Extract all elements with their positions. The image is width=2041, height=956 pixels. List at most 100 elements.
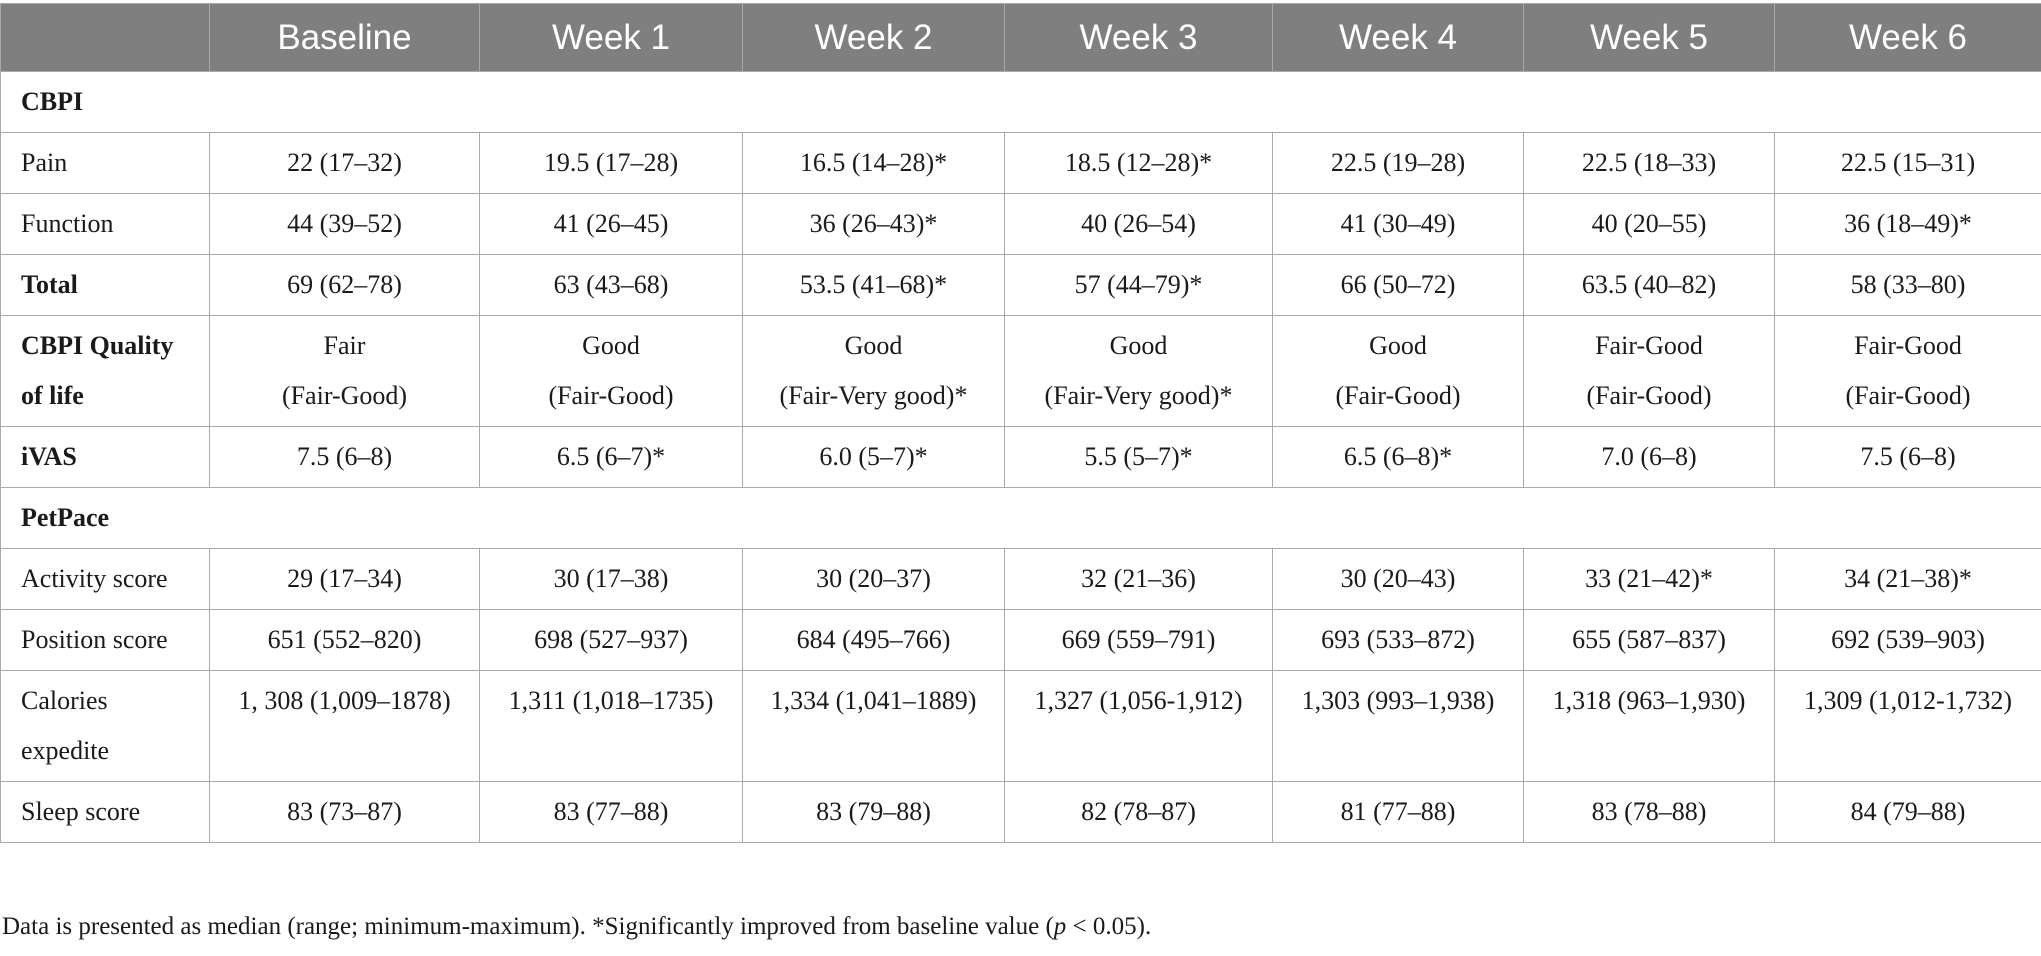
- table-cell: 36 (18–49)*: [1774, 193, 2041, 255]
- table-cell: 82 (78–87): [1004, 781, 1273, 843]
- row-label: Calories expedite: [0, 670, 210, 782]
- table-row: Total 69 (62–78) 63 (43–68) 53.5 (41–68)* 57…: [0, 254, 2041, 316]
- table-cell: Good (Fair-Good): [1272, 315, 1524, 427]
- table-cell-line: 1,318 (963–1,930): [1552, 686, 1746, 715]
- row-label: CBPI Quality of life: [0, 315, 210, 427]
- table-cell: 29 (17–34): [209, 548, 480, 610]
- row-label: Total: [0, 254, 210, 316]
- table-row: CBPI Quality of life Fair (Fair-Good) Good (F…: [0, 315, 2041, 427]
- table-cell-line: (Fair-Very good)*: [1044, 381, 1233, 410]
- table-cell: 40 (20–55): [1523, 193, 1775, 255]
- table-cell: 58 (33–80): [1774, 254, 2041, 316]
- table-cell: 33 (21–42)*: [1523, 548, 1775, 610]
- row-label-line: CBPI Quality: [21, 331, 174, 360]
- column-header: Week 5: [1523, 3, 1775, 72]
- table-row: Activity score 29 (17–34) 30 (17–38) 30 (20…: [0, 548, 2041, 610]
- table-cell: 18.5 (12–28)*: [1004, 132, 1273, 194]
- header-cell-empty: [0, 3, 210, 72]
- table-cell: 57 (44–79)*: [1004, 254, 1273, 316]
- table-cell: 30 (20–43): [1272, 548, 1524, 610]
- table-cell: 81 (77–88): [1272, 781, 1524, 843]
- table-footnote: Data is presented as median (range; mini…: [2, 913, 1151, 941]
- footnote-text-end: < 0.05).: [1066, 913, 1152, 940]
- table-cell: 1,318 (963–1,930): [1523, 670, 1775, 782]
- table-cell: 692 (539–903): [1774, 609, 2041, 671]
- table-cell: 6.5 (6–8)*: [1272, 426, 1524, 488]
- table-cell: 669 (559–791): [1004, 609, 1273, 671]
- data-table: Baseline Week 1 Week 2 Week 3 Week 4 Week 5 We…: [0, 3, 2041, 843]
- table-cell-line: [492, 726, 730, 776]
- table-cell-line: [222, 726, 467, 776]
- section-header-row: PetPace: [0, 487, 2041, 549]
- table-cell: 6.5 (6–7)*: [479, 426, 743, 488]
- table-cell-line: [1017, 726, 1260, 776]
- table-cell: 34 (21–38)*: [1774, 548, 2041, 610]
- row-label: Sleep score: [0, 781, 210, 843]
- table-header-row: Baseline Week 1 Week 2 Week 3 Week 4 Week 5 We…: [0, 3, 2041, 72]
- table-cell: 41 (30–49): [1272, 193, 1524, 255]
- table-cell-line: Fair-Good: [1595, 331, 1703, 360]
- table-cell: 19.5 (17–28): [479, 132, 743, 194]
- table-cell: Good (Fair-Good): [479, 315, 743, 427]
- table-cell: 1,334 (1,041–1889): [742, 670, 1005, 782]
- table-cell: 83 (77–88): [479, 781, 743, 843]
- row-label: Position score: [0, 609, 210, 671]
- table-cell: 53.5 (41–68)*: [742, 254, 1005, 316]
- table-row: Position score 651 (552–820) 698 (527–937)…: [0, 609, 2041, 671]
- row-label-line: Calories: [21, 686, 108, 715]
- table-cell-line: Good: [844, 331, 903, 360]
- table-cell: Good (Fair-Very good)*: [1004, 315, 1273, 427]
- table-cell: Good (Fair-Very good)*: [742, 315, 1005, 427]
- table-cell-line: 1,327 (1,056-1,912): [1034, 686, 1243, 715]
- table-cell: 30 (17–38): [479, 548, 743, 610]
- table-row: Pain 22 (17–32) 19.5 (17–28) 16.5 (14–28)* 1…: [0, 132, 2041, 194]
- table-cell: 7.0 (6–8): [1523, 426, 1775, 488]
- table-cell: 684 (495–766): [742, 609, 1005, 671]
- table-cell: 1,327 (1,056-1,912): [1004, 670, 1273, 782]
- table-cell-line: 1,309 (1,012-1,732): [1804, 686, 2012, 715]
- column-header: Week 3: [1004, 3, 1273, 72]
- table-cell-line: [1536, 726, 1762, 776]
- table-row: Sleep score 83 (73–87) 83 (77–88) 83 (79–88…: [0, 781, 2041, 843]
- table-cell-line: 1,303 (993–1,938): [1301, 686, 1495, 715]
- section-label: CBPI: [0, 71, 2041, 133]
- table-cell: 83 (78–88): [1523, 781, 1775, 843]
- table-cell-line: (Fair-Good): [1586, 381, 1712, 410]
- table-cell: 693 (533–872): [1272, 609, 1524, 671]
- table-cell: 6.0 (5–7)*: [742, 426, 1005, 488]
- table-cell-line: (Fair-Good): [548, 381, 674, 410]
- table-cell: 66 (50–72): [1272, 254, 1524, 316]
- table-cell-line: Fair: [323, 331, 366, 360]
- table-cell-line: 1,334 (1,041–1889): [770, 686, 977, 715]
- table-cell-line: Good: [1369, 331, 1427, 360]
- table-cell: 32 (21–36): [1004, 548, 1273, 610]
- table-cell-line: [1787, 726, 2029, 776]
- table-row: Calories expedite 1, 308 (1,009–1878) 1,31…: [0, 670, 2041, 782]
- table-row: iVAS 7.5 (6–8) 6.5 (6–7)* 6.0 (5–7)* 5.5 (5–…: [0, 426, 2041, 488]
- column-header: Week 1: [479, 3, 743, 72]
- table-cell-line: (Fair-Good): [1335, 381, 1461, 410]
- table-body: CBPI Pain 22 (17–32) 19.5 (17–28) 16.5 (14–2…: [0, 71, 2041, 843]
- table-cell: 83 (73–87): [209, 781, 480, 843]
- table-cell: 1,311 (1,018–1735): [479, 670, 743, 782]
- table-cell: 7.5 (6–8): [1774, 426, 2041, 488]
- table-cell: 83 (79–88): [742, 781, 1005, 843]
- table-cell-line: (Fair-Good): [1845, 381, 1971, 410]
- table-cell: 40 (26–54): [1004, 193, 1273, 255]
- table-cell: Fair (Fair-Good): [209, 315, 480, 427]
- column-header: Baseline: [209, 3, 480, 72]
- column-header: Week 4: [1272, 3, 1524, 72]
- column-header: Week 2: [742, 3, 1005, 72]
- table-cell: 22.5 (18–33): [1523, 132, 1775, 194]
- row-label: iVAS: [0, 426, 210, 488]
- table-cell: 1,303 (993–1,938): [1272, 670, 1524, 782]
- table-cell-line: [1285, 726, 1511, 776]
- table-cell: 5.5 (5–7)*: [1004, 426, 1273, 488]
- table-cell: 63.5 (40–82): [1523, 254, 1775, 316]
- table-cell: Fair-Good (Fair-Good): [1774, 315, 2041, 427]
- row-label: Function: [0, 193, 210, 255]
- footnote-text: Data is presented as median (range; mini…: [2, 913, 1054, 940]
- row-label-line: expedite: [21, 736, 110, 765]
- table-cell: 698 (527–937): [479, 609, 743, 671]
- row-label-line: of life: [21, 381, 84, 410]
